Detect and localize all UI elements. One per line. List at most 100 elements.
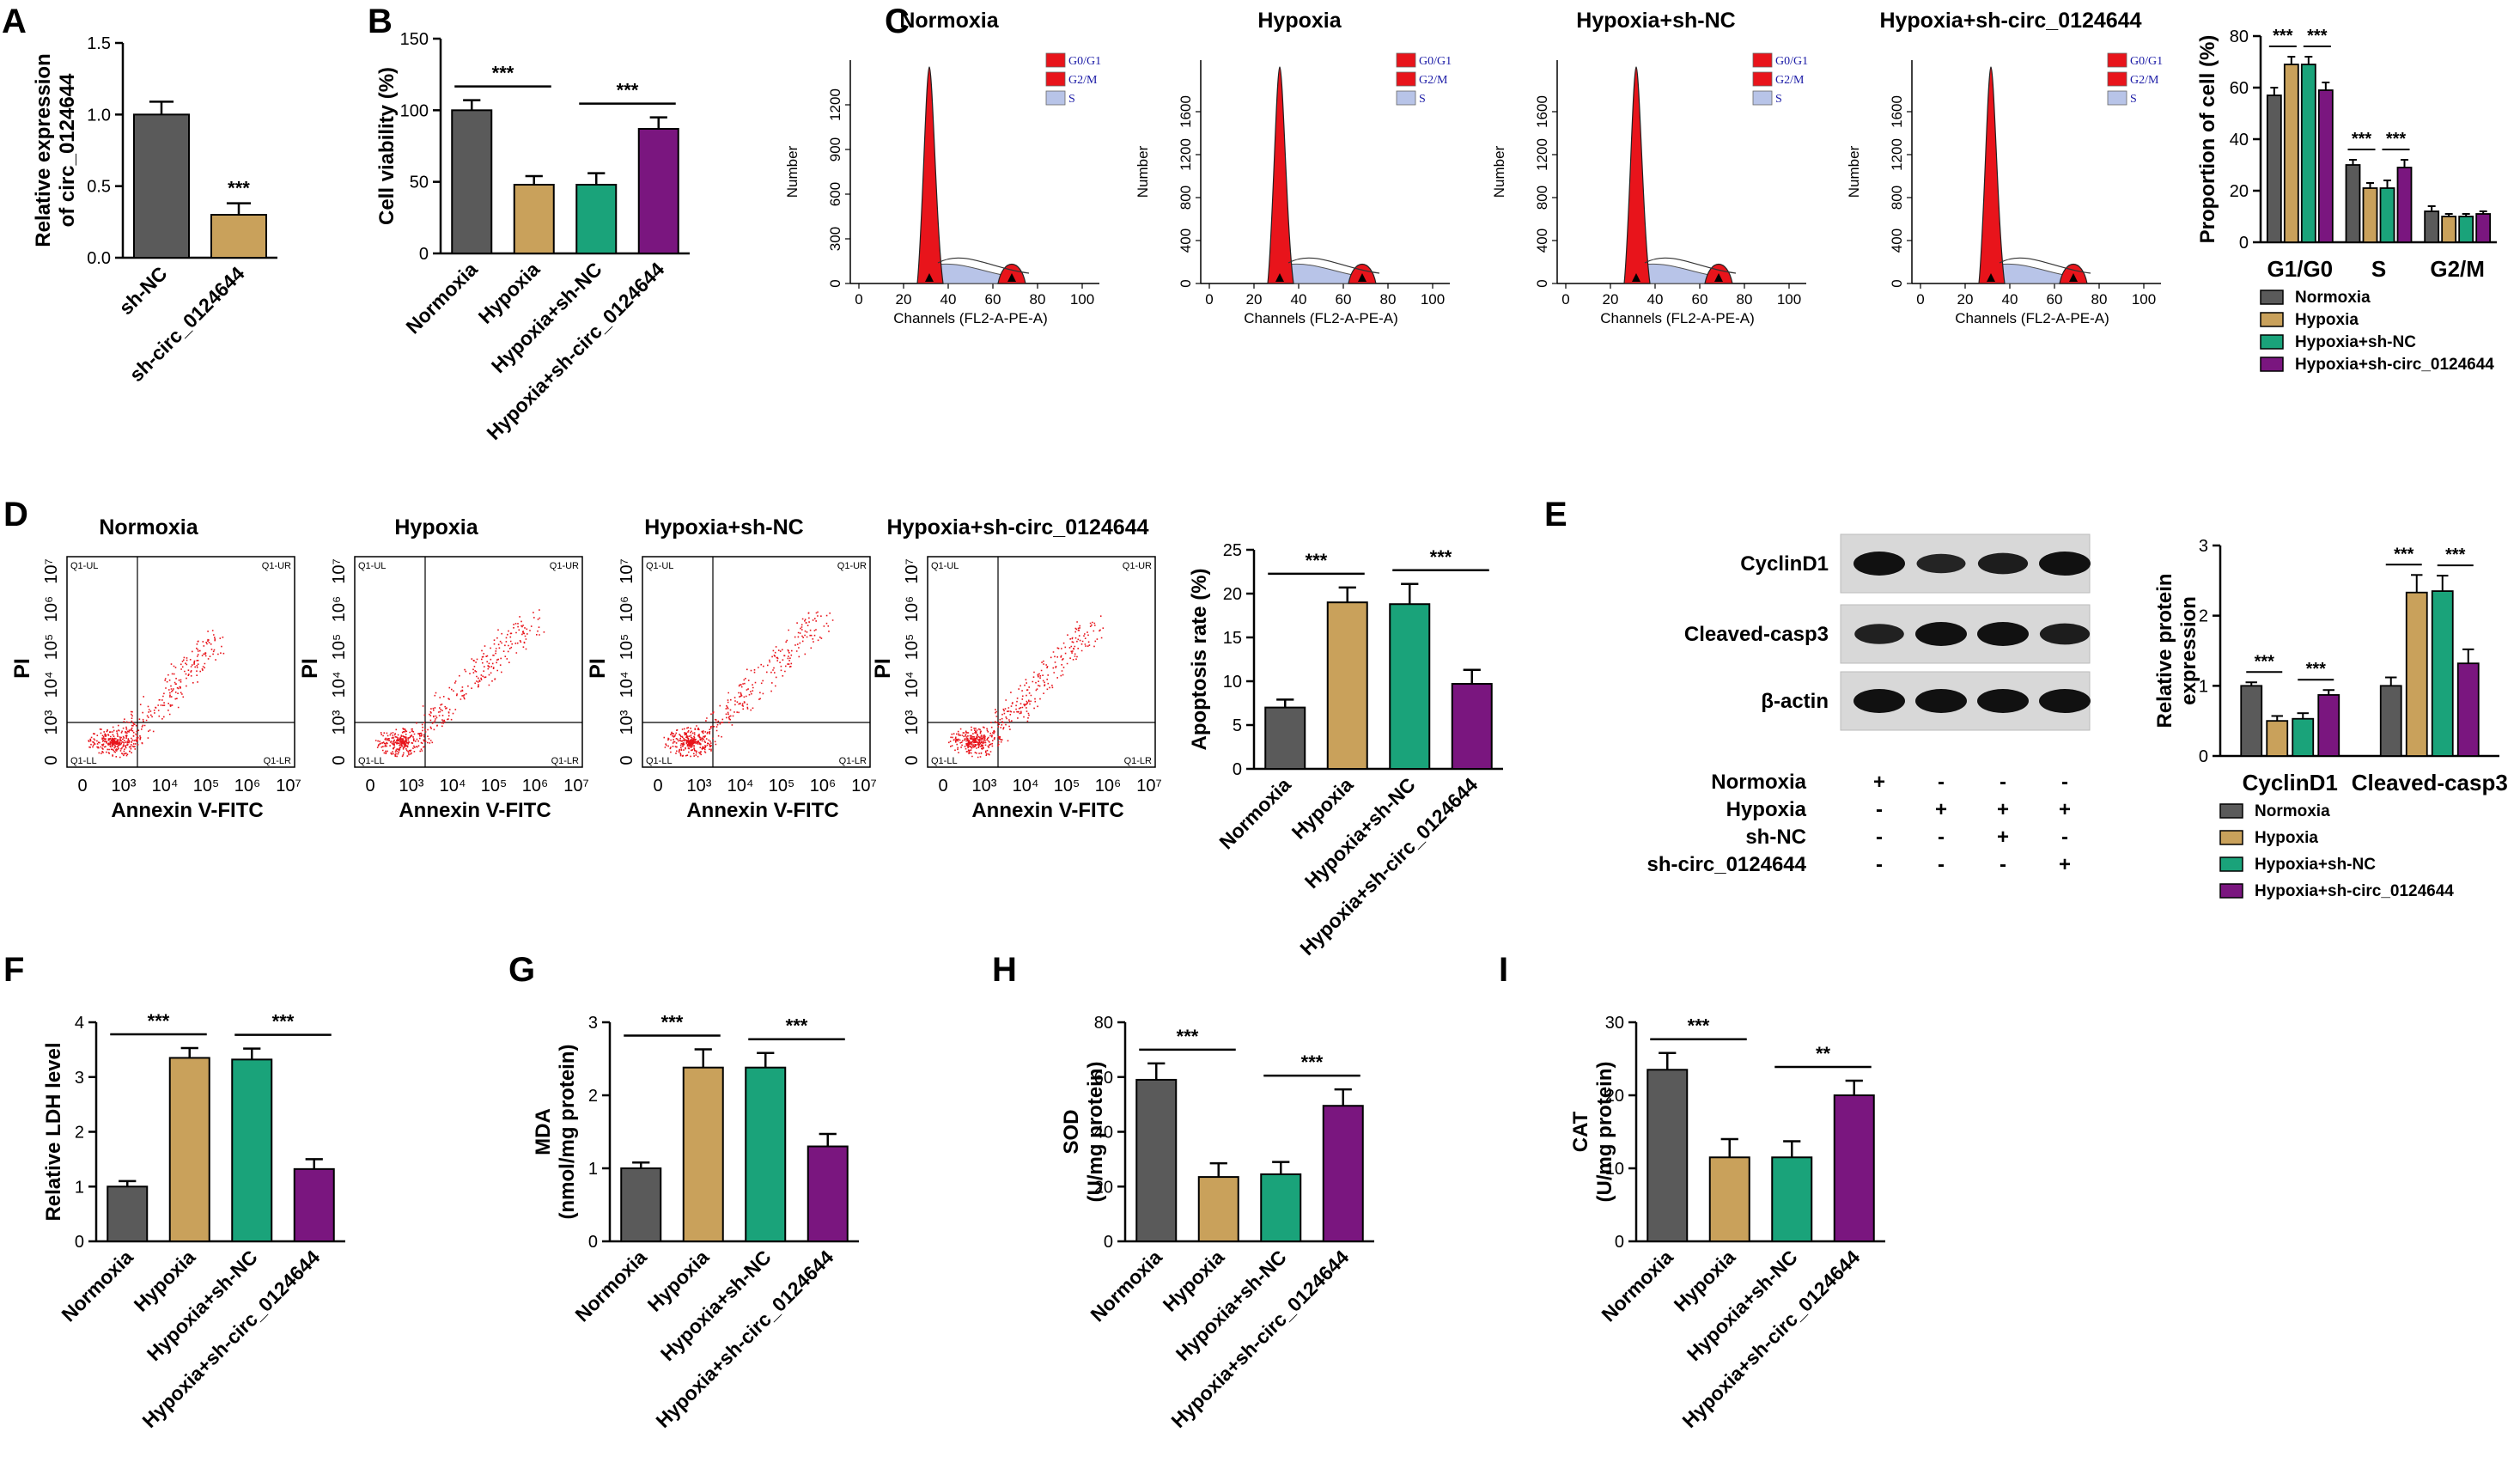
panel-c-legend-label: S	[1419, 93, 1426, 106]
panel-d-ytick-label: 10⁵	[42, 634, 61, 661]
panel-f-bar-4	[293, 1167, 335, 1242]
panel-c-xtick-label: 60	[1336, 291, 1352, 308]
panel-c-g0g1-peak	[1623, 66, 1651, 284]
panel-c-fit-curve	[1999, 257, 2091, 274]
panel-c-bar-category-label: S	[2371, 256, 2386, 282]
panel-c-legend-label: S	[1068, 93, 1075, 106]
panel-d-xtick-label: 0	[77, 777, 87, 795]
panel-e-condition-mark: +	[1935, 798, 1947, 821]
panel-e-bar-bar-1-3	[2292, 717, 2315, 757]
panel-i-ylabel: CAT	[1569, 1111, 1592, 1152]
panel-d-xtick-label: 10⁴	[440, 777, 466, 795]
panel-letter-c: C	[885, 3, 910, 40]
panel-c-bar-legend-swatch	[2260, 290, 2284, 305]
panel-e-bar-bar-1-2	[2266, 720, 2289, 757]
panel-c-bar-legend-label: Hypoxia+sh-circ_0124644	[2295, 356, 2494, 374]
panel-h-chart: SOD (U/mg protein) 0 20 40 60 80 NormoxiaHypoxi…	[1060, 1014, 1374, 1432]
panel-d-ytick-label: 10⁵	[903, 634, 922, 661]
panel-d-ytick-label: 10⁴	[903, 672, 922, 698]
panel-c-marker	[1987, 273, 1995, 282]
panel-b-significance: ***	[492, 63, 514, 84]
panel-d-xlabel: Annexin V-FITC	[111, 799, 263, 822]
panel-d-xtick-label: 10³	[399, 777, 424, 795]
panel-c-xlabel: Channels (FL2-A-PE-A)	[1600, 310, 1755, 326]
panel-d-xtick-label: 10⁵	[1054, 777, 1080, 795]
panel-e-condition-mark: -	[1876, 826, 1883, 849]
panel-d-quadrant-label: Q1-LR	[264, 756, 291, 766]
panel-d-ytick-label: 10³	[330, 710, 349, 734]
panel-c-bar-legend-swatch	[2260, 312, 2284, 327]
panel-c-xtick-label: 60	[1692, 291, 1708, 308]
panel-d-quadrant-label: Q1-UL	[646, 561, 673, 571]
panel-e-bar-ytick-label: 0	[2199, 747, 2208, 766]
panel-c-legend-swatch	[2107, 52, 2127, 68]
panel-e-bar-chart: Relative protein expression 0 1 2 3 CyclinD1 Cl…	[2153, 537, 2508, 900]
panel-c-bar-significance: ***	[2386, 130, 2407, 149]
panel-e-bar-legend-label: Hypoxia+sh-circ_0124644	[2255, 882, 2454, 900]
panel-e-band	[1977, 622, 2029, 646]
panel-e-condition-mark: -	[1876, 853, 1883, 876]
panel-d-scatter-2: Hypoxia Q1-UL Q1-UR Q1-LL Q1-LR 0 10³ 10⁴ 10⁵ 10⁶…	[298, 515, 589, 822]
panel-c-legend-swatch	[2107, 90, 2127, 106]
panel-c-ytick-label: 1600	[1889, 95, 1905, 128]
panel-h-ytick-label: 40	[1094, 1124, 1113, 1143]
panel-d-bar-category-label: Hypoxia+sh-NC	[1300, 773, 1420, 893]
panel-e-band	[2039, 623, 2091, 645]
panel-c-bar-ytick-label: 20	[2230, 182, 2249, 201]
panel-c-xtick-label: 80	[1737, 291, 1753, 308]
panel-d-ytick-label: 0	[903, 755, 922, 765]
panel-e-condition-label: sh-NC	[1745, 826, 1806, 849]
panel-c-bar-ytick-label: 80	[2230, 27, 2249, 46]
panel-e-condition-mark: +	[1997, 798, 2009, 821]
panel-d-bar-bar-1	[1264, 706, 1306, 770]
panel-d-xtick-label: 10⁶	[810, 777, 836, 795]
panel-c-bar-bar-2-4	[2396, 167, 2413, 243]
panel-b-category-label: Hypoxia+sh-NC	[487, 258, 606, 377]
panel-c-ytick-label: 1200	[1178, 138, 1194, 171]
panel-c-ytick-label: 400	[1534, 229, 1550, 253]
panel-e-bar-bar-2-4	[2456, 662, 2480, 757]
panel-f-bar-3	[231, 1058, 273, 1242]
panel-d-bar-bar-3	[1389, 603, 1431, 770]
panel-d-quadrant-label: Q1-LR	[1124, 756, 1152, 766]
panel-c-legend-swatch	[1396, 52, 1416, 68]
panel-e-band	[1853, 689, 1905, 713]
panel-d-ytick-label: 0	[618, 755, 636, 765]
panel-c-ylabel: Number	[1135, 145, 1151, 198]
panel-c-xtick-label: 80	[1030, 291, 1046, 308]
panel-c-marker	[925, 273, 934, 282]
panel-h-ylabel: (U/mg protein)	[1084, 1062, 1107, 1203]
panel-e-bar-significance: ***	[2445, 546, 2466, 564]
panel-d-ytick-label: 10⁷	[330, 558, 349, 583]
panel-a-bar-1	[133, 113, 190, 259]
panel-d-quadrant-label: Q1-UL	[358, 561, 386, 571]
panel-g-significance: ***	[661, 1011, 684, 1033]
panel-d-ytick-label: 10⁵	[618, 634, 636, 661]
panel-letter-f: F	[3, 951, 24, 989]
panel-e-bar-category-label: Cleaved-casp3	[2352, 770, 2508, 795]
panel-a-bar-2	[210, 214, 267, 259]
panel-d-ytick-label: 10⁷	[618, 558, 636, 583]
panel-f-ytick-label: 4	[75, 1014, 84, 1033]
panel-d-bar-ytick-label: 5	[1233, 716, 1242, 735]
panel-g-ylabel: MDA	[532, 1108, 555, 1155]
panel-f-significance: ***	[272, 1011, 295, 1033]
panel-g-bar-2	[682, 1066, 724, 1242]
panel-c-legend-swatch	[1045, 71, 1066, 87]
panel-h-category-label: Normoxia	[1086, 1246, 1166, 1326]
panel-d-bar-significance: ***	[1306, 550, 1328, 571]
panel-c-legend-label: G2/M	[2130, 74, 2159, 87]
panel-d-xtick-label: 10⁴	[727, 777, 754, 795]
panel-d-bar-bar-2	[1326, 601, 1368, 771]
panel-c-bar-bar-1-2	[2283, 64, 2299, 243]
panel-g-significance: ***	[786, 1015, 808, 1037]
panel-c-xtick-label: 40	[2002, 291, 2018, 308]
panel-e-bar-legend-swatch	[2219, 883, 2243, 899]
panel-f-chart: Relative LDH level01234NormoxiaHypoxiaHy…	[42, 1010, 345, 1432]
panel-d-scatter-4: Hypoxia+sh-circ_0124644 Q1-UL Q1-UR Q1-LL Q1…	[871, 515, 1162, 822]
panel-e-condition-mark: -	[2000, 853, 2006, 876]
panel-d-ytick-label: 10⁶	[330, 596, 349, 622]
panel-g-ytick-label: 3	[588, 1014, 598, 1033]
panel-g-ytick-label: 2	[588, 1087, 598, 1106]
panel-c-legend-label: G0/G1	[1419, 55, 1452, 68]
